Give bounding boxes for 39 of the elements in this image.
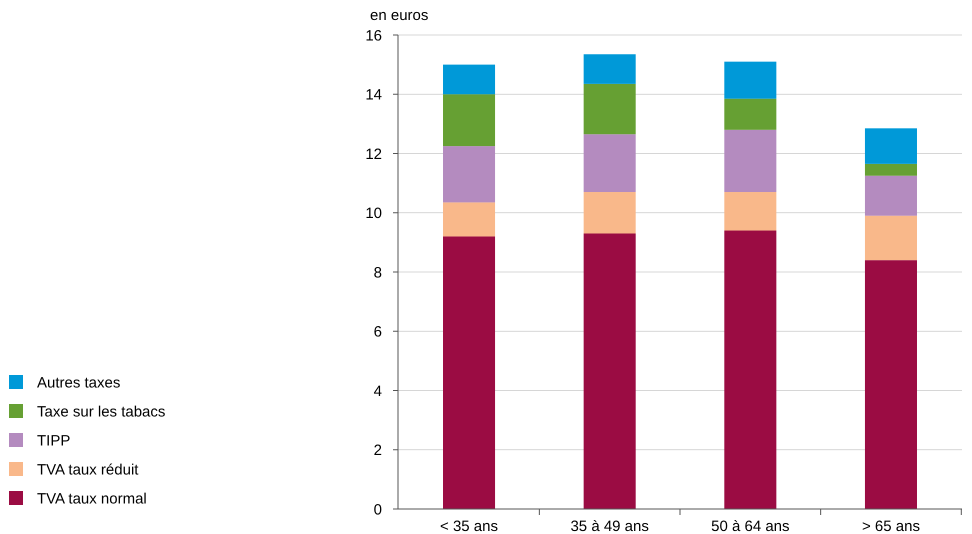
y-tick-label: 0: [374, 501, 382, 518]
x-tick-label: 35 à 49 ans: [570, 518, 649, 534]
y-tick-label: 2: [374, 442, 382, 459]
bar: [584, 84, 636, 134]
bar: [584, 192, 636, 234]
bar: [443, 202, 496, 236]
y-tick-label: 16: [365, 27, 382, 44]
y-tick-label: 10: [365, 205, 382, 222]
bar: [724, 130, 776, 192]
legend-label: TVA taux normal: [37, 490, 147, 508]
x-tick-label: < 35 ans: [440, 518, 498, 534]
x-tick-label: 50 à 64 ans: [711, 518, 790, 534]
y-tick-label: 4: [374, 382, 382, 400]
bar: [864, 164, 917, 176]
y-tick-label: 8: [374, 264, 382, 282]
bar: [864, 176, 917, 216]
y-tick-label: 12: [365, 146, 382, 163]
bar: [584, 54, 636, 84]
bar: [864, 128, 917, 164]
y-tick-label: 14: [365, 86, 382, 104]
bar: [864, 216, 917, 260]
x-tick-label: > 65 ans: [862, 518, 920, 534]
y-tick-label: 6: [374, 324, 382, 340]
bar: [443, 94, 496, 146]
bar: [443, 64, 496, 94]
legend-label: Taxe sur les tabacs: [37, 403, 166, 420]
legend-label: Autres taxes: [37, 374, 120, 392]
bar: [584, 134, 636, 192]
bar: [584, 233, 636, 509]
bar: [443, 236, 496, 509]
bar: [724, 230, 776, 509]
bar: [724, 62, 776, 99]
bar: [443, 146, 496, 202]
bar: [864, 260, 917, 509]
y-axis-title: en euros: [370, 7, 428, 24]
bar: [724, 192, 776, 231]
bar: [724, 98, 776, 130]
legend-label: TIPP: [37, 432, 70, 450]
legend-label: TVA taux réduit: [37, 461, 140, 478]
